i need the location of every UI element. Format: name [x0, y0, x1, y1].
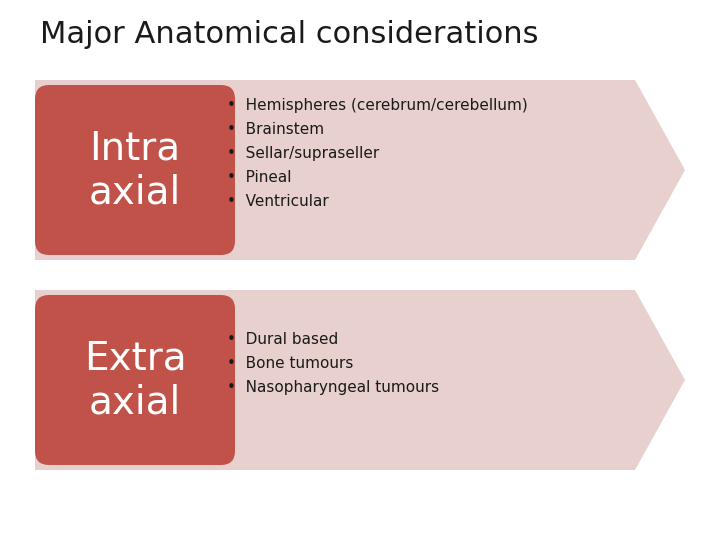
Polygon shape [35, 290, 685, 470]
Text: Extra
axial: Extra axial [84, 339, 186, 421]
Polygon shape [35, 80, 685, 260]
Text: •  Pineal: • Pineal [227, 170, 292, 185]
Text: •  Hemispheres (cerebrum/cerebellum): • Hemispheres (cerebrum/cerebellum) [227, 98, 528, 113]
Text: •  Ventricular: • Ventricular [227, 194, 328, 209]
Text: Major Anatomical considerations: Major Anatomical considerations [40, 20, 539, 49]
Text: •  Brainstem: • Brainstem [227, 122, 324, 137]
Text: •  Dural based: • Dural based [227, 332, 338, 347]
FancyBboxPatch shape [35, 295, 235, 465]
FancyBboxPatch shape [35, 85, 235, 255]
Text: Intra
axial: Intra axial [89, 129, 181, 211]
Text: •  Nasopharyngeal tumours: • Nasopharyngeal tumours [227, 380, 439, 395]
Text: •  Bone tumours: • Bone tumours [227, 356, 354, 371]
Text: •  Sellar/supraseller: • Sellar/supraseller [227, 146, 379, 161]
